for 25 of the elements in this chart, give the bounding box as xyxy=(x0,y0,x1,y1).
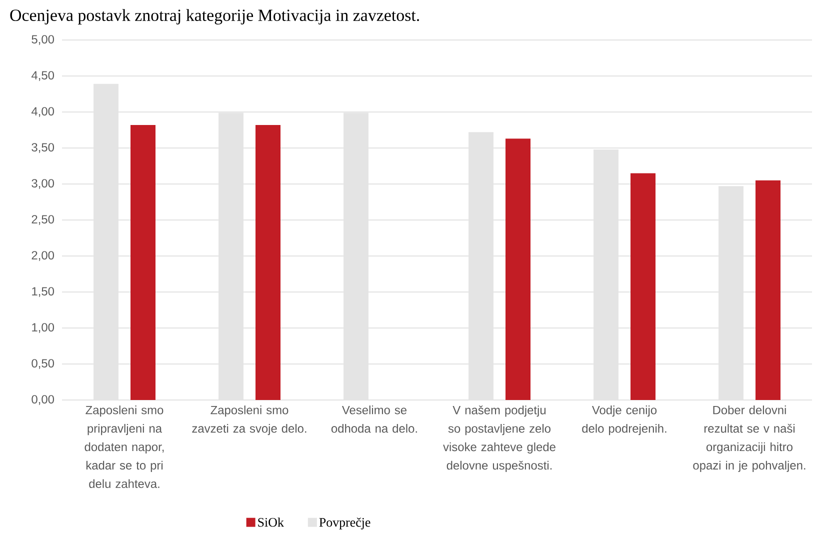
y-tick-label: 4,00 xyxy=(31,107,54,117)
y-tick-label: 1,00 xyxy=(32,323,54,333)
y-tick-label: 0,00 xyxy=(32,395,54,405)
bar xyxy=(506,138,531,400)
bar xyxy=(630,173,656,400)
chart-title: Ocenjeva postavk znotraj kategorije Motivacija in zavzetost. xyxy=(10,9,420,25)
y-tick-label: 0,50 xyxy=(32,359,54,369)
legend-label: SiOk xyxy=(258,518,284,527)
x-tick-label: Veselimo se odhoda na delo. xyxy=(331,406,417,433)
y-tick-label: 3,50 xyxy=(32,143,54,153)
y-tick-label: 2,50 xyxy=(32,215,54,225)
y-tick-label: 3,00 xyxy=(32,179,54,189)
x-tick-label: V našem podjetju so postavljene zelo visoke zahteve glede delovne uspešnosti. xyxy=(443,406,556,472)
bar xyxy=(130,124,156,400)
legend-label: Povprečje xyxy=(319,518,370,530)
x-tick-label: Zaposleni smo pripravljeni na dodaten napor, kadar se to pri delu zahteva. xyxy=(84,406,164,488)
y-tick-label: 1,50 xyxy=(32,287,54,297)
bar xyxy=(756,180,781,400)
y-tick-label: 2,00 xyxy=(32,251,54,261)
bar xyxy=(256,124,281,400)
x-tick-label: Zaposleni smo zavzeti za svoje delo. xyxy=(192,406,306,436)
x-tick-label: Dober delovni rezultat se v naši organizaciji hitro opazi in je pohvaljen. xyxy=(693,406,806,472)
y-tick-label: 5,00 xyxy=(32,35,54,45)
x-tick-label: Vodje cenijo delo podrejenih. xyxy=(582,406,666,436)
y-tick-label: 4,50 xyxy=(31,71,54,81)
